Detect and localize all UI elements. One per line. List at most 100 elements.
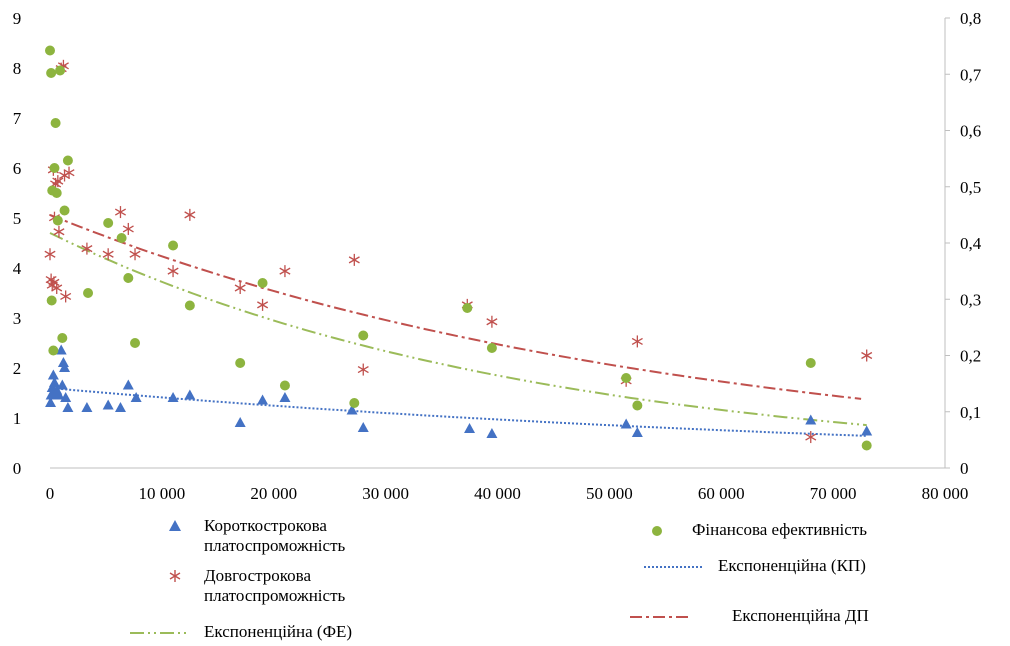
- data-point-circle: [116, 233, 127, 243]
- data-point-circle: [257, 278, 268, 288]
- dashdot-line-icon: [630, 616, 688, 618]
- data-point-circle: [235, 358, 246, 368]
- data-point-star: [348, 253, 360, 266]
- star-marker-icon: [169, 570, 181, 582]
- data-point-triangle: [346, 404, 358, 415]
- data-point-triangle: [45, 397, 57, 407]
- data-point-triangle: [631, 427, 643, 437]
- data-point-star: [805, 431, 817, 444]
- y2-tick-label: 0: [960, 459, 969, 478]
- data-point-star: [60, 290, 72, 303]
- y-tick-label: 2: [13, 359, 22, 378]
- data-point-star: [44, 248, 56, 261]
- legend-label-trend-fe: Експоненційна (ФЕ): [204, 622, 353, 641]
- triangle-marker-icon: [169, 520, 181, 531]
- trendline: [49, 232, 867, 427]
- x-tick-label: 30 000: [362, 484, 409, 503]
- data-point-triangle: [56, 379, 68, 390]
- data-point-star: [357, 363, 369, 376]
- legend-item-short-solvency: Короткострокова платоспроможність: [160, 516, 404, 556]
- data-point-circle: [805, 358, 816, 368]
- data-point-circle: [57, 333, 68, 343]
- data-point-star: [102, 248, 114, 261]
- legend-item-long-solvency: Довгострокова платоспроможність: [160, 566, 404, 606]
- y-tick-label: 9: [13, 9, 22, 28]
- data-point-circle: [46, 295, 57, 306]
- data-point-star: [486, 315, 498, 328]
- x-tick-label: 60 000: [698, 484, 745, 503]
- legend-item-fin-efficiency: Фінансова ефективність: [642, 520, 867, 542]
- data-point-star: [51, 282, 63, 294]
- data-point-star: [129, 248, 141, 261]
- data-point-circle: [46, 68, 57, 78]
- legend-item-trend-fe: Експоненційна (ФЕ): [128, 622, 352, 644]
- data-point-triangle: [102, 399, 114, 410]
- data-point-star: [167, 265, 179, 278]
- y2-tick-label: 0,8: [960, 9, 981, 28]
- data-point-triangle: [464, 423, 476, 433]
- data-point-triangle: [122, 379, 134, 390]
- data-point-triangle: [279, 392, 291, 402]
- data-point-circle: [358, 330, 369, 341]
- y-tick-label: 4: [13, 259, 22, 278]
- data-point-star: [114, 206, 127, 219]
- data-point-circle: [52, 215, 63, 226]
- chart-legend: Короткострокова платоспроможність Довгос…: [0, 500, 1010, 646]
- axes: 0 10 000 20 000 30 000 40 000 50 000 60 000 70 …: [13, 9, 982, 503]
- data-point-star: [63, 166, 75, 179]
- data-point-circle: [349, 398, 360, 408]
- data-point-circle: [83, 288, 94, 298]
- y2-tick-label: 0,6: [960, 122, 981, 141]
- data-point-star: [81, 242, 93, 255]
- data-point-circle: [184, 300, 195, 311]
- trendlines: [49, 213, 867, 437]
- trendline: [49, 213, 862, 400]
- data-point-triangle: [805, 414, 817, 425]
- data-point-circle: [62, 155, 73, 166]
- data-point-triangle: [57, 357, 69, 367]
- legend-label-long-solvency: Довгострокова платоспроможність: [204, 566, 346, 605]
- data-point-triangle: [184, 389, 196, 400]
- data-point-circle: [279, 380, 290, 391]
- data-point-circle: [59, 205, 70, 216]
- data-point-triangle: [81, 402, 93, 412]
- data-point-triangle: [114, 402, 126, 412]
- legend-label-trend-kp: Експоненційна (КП): [718, 556, 866, 575]
- scatter-chart: 0 10 000 20 000 30 000 40 000 50 000 60 000 70 …: [13, 9, 982, 503]
- data-point-circle: [50, 118, 61, 128]
- data-point-triangle: [257, 394, 269, 405]
- x-tick-label: 40 000: [474, 484, 521, 503]
- data-point-star: [279, 265, 291, 278]
- x-tick-label: 80 000: [922, 484, 969, 503]
- data-point-triangle: [620, 418, 632, 429]
- y2-tick-label: 0,3: [960, 290, 981, 309]
- y2-tick-label: 0,4: [960, 234, 982, 253]
- dashdotdot-line-icon: [130, 632, 188, 634]
- x-tick-label: 10 000: [139, 484, 186, 503]
- data-point-circle: [462, 303, 473, 313]
- trendline: [61, 388, 867, 437]
- y2-tick-label: 0,2: [960, 347, 981, 366]
- data-point-triangle: [59, 362, 71, 372]
- legend-label-trend-dp: Експоненційна ДП: [732, 606, 869, 625]
- data-point-star: [184, 208, 196, 221]
- y-tick-label: 0: [13, 459, 22, 478]
- data-point-triangle: [861, 425, 873, 436]
- data-point-circle: [45, 45, 55, 56]
- y2-tick-label: 0,7: [960, 65, 982, 84]
- data-point-triangle: [357, 422, 369, 432]
- markers: [44, 45, 873, 451]
- x-tick-label: 50 000: [586, 484, 633, 503]
- legend-item-trend-kp: Експоненційна (КП): [642, 556, 866, 578]
- data-point-triangle: [234, 417, 246, 427]
- data-point-circle: [51, 188, 62, 198]
- data-point-star: [257, 298, 269, 311]
- data-point-triangle: [53, 389, 65, 400]
- data-point-circle: [130, 338, 141, 348]
- data-point-circle: [49, 163, 60, 173]
- data-point-circle: [123, 273, 134, 283]
- data-point-circle: [621, 373, 632, 383]
- data-point-star: [861, 349, 873, 362]
- x-tick-label: 0: [46, 484, 55, 503]
- data-point-triangle: [47, 369, 59, 380]
